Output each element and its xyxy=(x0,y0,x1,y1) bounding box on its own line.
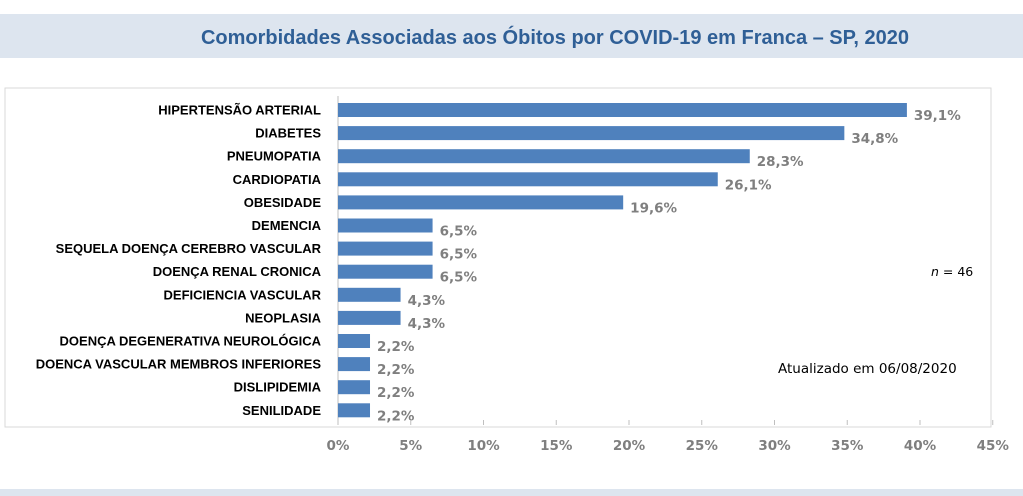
category-label: DEMENCIA xyxy=(252,218,322,233)
value-label: 4,3% xyxy=(408,316,446,332)
bar xyxy=(338,357,371,372)
title-band xyxy=(0,14,1023,58)
category-label: DOENCA VASCULAR MEMBROS INFERIORES xyxy=(36,357,322,372)
category-label: DOENÇA DEGENERATIVA NEUROLÓGICA xyxy=(60,334,322,349)
x-tick-label: 10% xyxy=(467,438,500,454)
value-label: 19,6% xyxy=(630,200,677,216)
sample-size-note: n = 46 xyxy=(931,264,973,279)
x-tick-label: 35% xyxy=(831,438,864,454)
n-value: = 46 xyxy=(939,264,973,279)
x-tick-label: 45% xyxy=(977,438,1010,454)
x-tick-label: 5% xyxy=(399,438,422,454)
category-label: DEFICIENCIA VASCULAR xyxy=(164,287,322,302)
bar xyxy=(338,241,433,256)
bar xyxy=(338,126,845,141)
bar xyxy=(338,310,401,325)
x-tick-label: 25% xyxy=(686,438,719,454)
bar xyxy=(338,264,433,279)
value-label: 2,2% xyxy=(377,339,415,355)
category-label: DISLIPIDEMIA xyxy=(234,380,322,395)
bar xyxy=(338,149,750,164)
bar xyxy=(338,103,907,117)
bar xyxy=(338,172,718,187)
x-axis-ticks: 0% 5% 10% 15% 20% 25% 30% 35% 40% 45% xyxy=(327,420,1010,454)
bar xyxy=(338,218,433,233)
value-label: 6,5% xyxy=(440,270,478,286)
value-label: 39,1% xyxy=(914,108,961,124)
updated-note: Atualizado em 06/08/2020 xyxy=(778,361,957,377)
x-tick-label: 20% xyxy=(613,438,646,454)
value-label: 2,2% xyxy=(377,385,415,401)
category-label: SEQUELA DOENÇA CEREBRO VASCULAR xyxy=(56,241,322,256)
category-label: OBESIDADE xyxy=(244,195,322,210)
value-label: 6,5% xyxy=(440,247,478,263)
value-label: 4,3% xyxy=(408,293,446,309)
category-label: HIPERTENSÃO ARTERIAL xyxy=(158,103,321,118)
bar xyxy=(338,403,371,418)
bars-group: HIPERTENSÃO ARTERIAL 39,1% DIABETES 34,8% PN… xyxy=(36,96,961,424)
bar xyxy=(338,334,371,348)
footer-band xyxy=(0,489,1023,496)
x-tick-label: 15% xyxy=(540,438,573,454)
x-tick-label: 0% xyxy=(327,438,350,454)
n-symbol: n xyxy=(931,264,939,279)
category-label: NEOPLASIA xyxy=(245,310,321,325)
plot-frame xyxy=(4,87,992,428)
value-label: 26,1% xyxy=(725,177,772,193)
value-label: 6,5% xyxy=(440,224,478,240)
bar xyxy=(338,287,401,302)
value-label: 28,3% xyxy=(757,154,804,170)
value-label: 2,2% xyxy=(377,408,415,424)
category-label: CARDIOPATIA xyxy=(233,172,322,187)
x-tick-label: 30% xyxy=(758,438,791,454)
category-label: DIABETES xyxy=(255,126,321,141)
chart-title: Comorbidades Associadas aos Óbitos por C… xyxy=(200,27,910,49)
category-label: PNEUMOPATIA xyxy=(227,149,322,164)
bar xyxy=(338,380,371,395)
category-label: SENILIDADE xyxy=(242,403,321,418)
category-label: DOENÇA RENAL CRONICA xyxy=(153,264,322,279)
value-label: 34,8% xyxy=(851,131,898,147)
bar xyxy=(338,195,624,210)
x-tick-label: 40% xyxy=(904,438,937,454)
value-label: 2,2% xyxy=(377,362,415,378)
